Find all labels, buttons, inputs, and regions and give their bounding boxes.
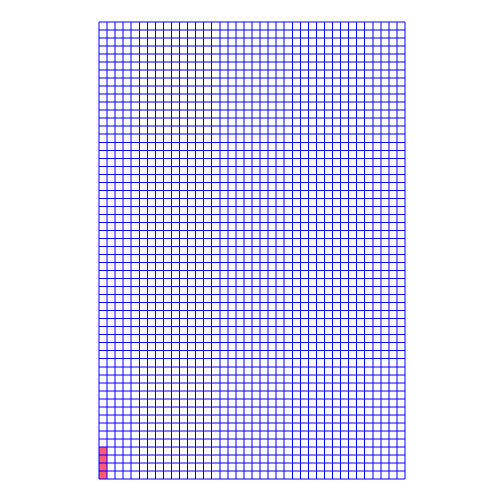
filled-cell[interactable] xyxy=(99,446,108,455)
filled-cell[interactable] xyxy=(99,470,108,479)
grid-lines xyxy=(98,21,406,480)
filled-cell[interactable] xyxy=(99,454,108,463)
filled-cell[interactable] xyxy=(99,462,108,471)
